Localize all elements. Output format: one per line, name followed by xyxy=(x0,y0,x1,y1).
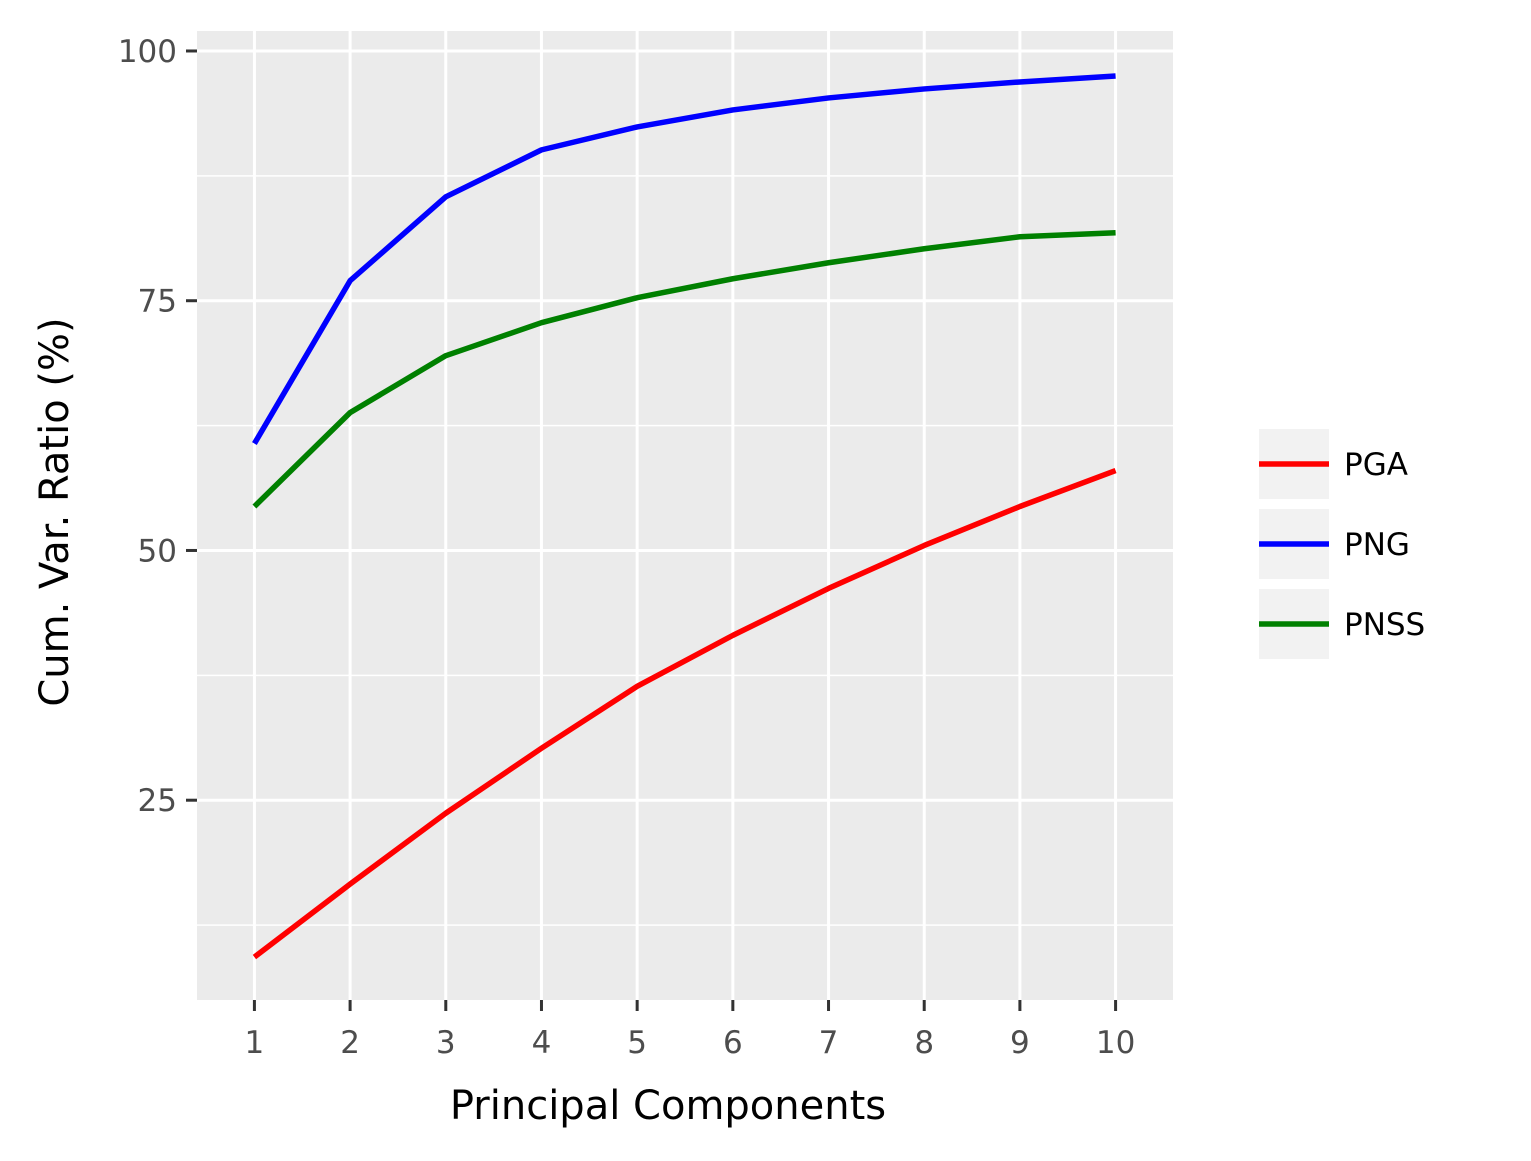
legend-label-png: PNG xyxy=(1344,527,1410,563)
x-tick-label: 5 xyxy=(627,1025,647,1061)
x-tick-label: 3 xyxy=(436,1025,456,1061)
series-line-pnss xyxy=(252,230,1116,509)
x-tick-label: 6 xyxy=(723,1025,743,1061)
x-tick-label: 9 xyxy=(1010,1025,1030,1061)
grid-major xyxy=(197,31,1173,1000)
y-axis-title: Cum. Var. Ratio (%) xyxy=(32,317,78,706)
legend-label-pga: PGA xyxy=(1344,447,1408,483)
x-tick-label: 1 xyxy=(245,1025,265,1061)
y-tick-label: 100 xyxy=(118,34,177,70)
x-tick-label: 8 xyxy=(914,1025,934,1061)
x-tick-label: 4 xyxy=(532,1025,552,1061)
y-axis: 25 50 75 100 xyxy=(118,34,197,819)
y-tick-label: 75 xyxy=(138,284,177,320)
grid-minor xyxy=(197,175,1173,926)
y-tick-label: 50 xyxy=(138,533,177,569)
x-tick-label: 2 xyxy=(340,1025,360,1061)
x-axis: 1 2 3 4 5 6 7 8 9 10 xyxy=(245,1000,1135,1061)
series-line-pga xyxy=(252,467,1117,960)
legend: PGA PNG PNSS xyxy=(1259,429,1425,659)
y-tick-label: 25 xyxy=(138,783,177,819)
x-axis-title: Principal Components xyxy=(450,1083,886,1129)
series-lines xyxy=(252,73,1117,960)
legend-label-pnss: PNSS xyxy=(1344,607,1425,643)
x-tick-label: 7 xyxy=(819,1025,839,1061)
series-line-png xyxy=(252,73,1116,445)
x-tick-label: 10 xyxy=(1096,1025,1135,1061)
plot-panel xyxy=(197,31,1173,1000)
